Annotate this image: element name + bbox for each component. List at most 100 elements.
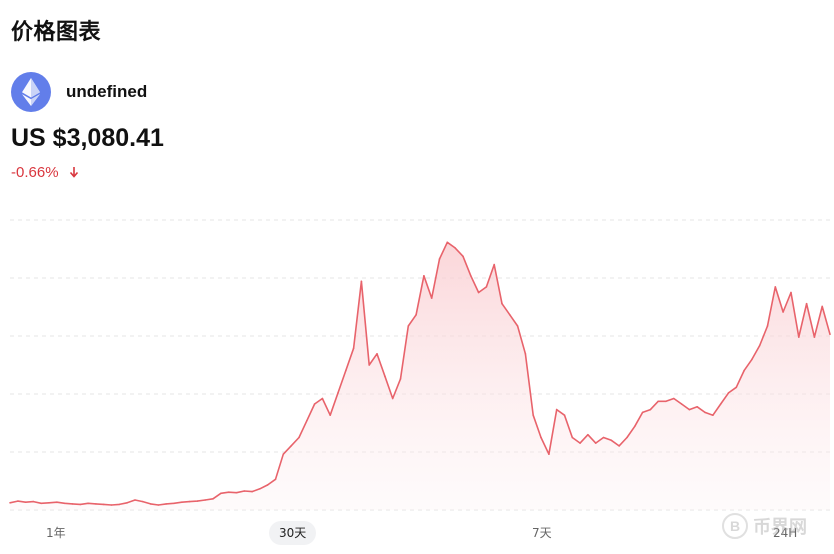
data-point <box>399 378 402 380</box>
data-point <box>71 503 74 505</box>
data-point <box>594 442 597 444</box>
data-point <box>571 436 574 439</box>
data-point <box>751 358 753 361</box>
data-point <box>188 500 191 503</box>
data-point <box>665 400 667 403</box>
data-point <box>704 411 706 414</box>
data-point <box>821 305 823 308</box>
current-price: US $3,080.41 <box>11 124 164 152</box>
data-point <box>696 406 698 408</box>
data-point <box>548 453 550 456</box>
data-point <box>805 302 808 305</box>
data-point <box>415 314 417 316</box>
time-range-tabs: 1年 30天 7天 24H <box>0 521 834 547</box>
data-point <box>360 280 363 283</box>
data-point <box>407 325 410 327</box>
data-point <box>345 369 347 372</box>
data-point <box>235 491 238 494</box>
data-point <box>719 403 722 405</box>
data-point <box>32 500 35 503</box>
data-point <box>454 247 456 249</box>
data-point <box>563 414 566 417</box>
data-point <box>688 408 691 411</box>
data-point <box>423 275 425 277</box>
data-point <box>24 501 27 504</box>
watermark-logo: B 币界网 <box>722 513 807 539</box>
data-point <box>142 500 144 503</box>
watermark-icon: B <box>722 513 748 539</box>
data-point <box>95 503 97 505</box>
ethereum-icon <box>11 72 51 112</box>
data-point <box>735 386 738 389</box>
tab-30d[interactable]: 30天 <box>269 521 317 545</box>
chart-area <box>10 242 830 511</box>
data-point <box>134 499 136 501</box>
data-point <box>493 263 496 266</box>
data-point <box>337 392 339 394</box>
data-point <box>430 297 433 299</box>
data-point <box>368 364 371 366</box>
arrow-down-icon <box>69 165 79 181</box>
tab-7d[interactable]: 7天 <box>532 526 552 540</box>
data-point <box>766 325 769 327</box>
data-point <box>782 311 784 313</box>
data-point <box>501 302 503 305</box>
tab-24h[interactable]: 24H <box>773 526 798 540</box>
data-point <box>743 369 745 372</box>
data-point <box>626 436 628 439</box>
data-point <box>774 286 777 288</box>
data-point <box>149 503 152 505</box>
data-point <box>618 445 620 447</box>
data-point <box>587 433 589 436</box>
data-point <box>282 453 285 456</box>
chart-line <box>9 241 831 506</box>
chart-points <box>9 241 831 506</box>
data-point <box>758 344 761 347</box>
data-point <box>555 408 558 411</box>
watermark-text: 币界网 <box>753 517 807 538</box>
data-point <box>829 333 831 336</box>
data-point <box>329 414 332 417</box>
data-point <box>438 258 441 260</box>
data-point <box>462 255 464 258</box>
data-point <box>259 488 261 490</box>
data-point <box>126 502 128 504</box>
data-point <box>220 492 222 495</box>
data-point <box>165 503 167 505</box>
data-point <box>63 502 66 505</box>
data-point <box>290 445 292 447</box>
data-point <box>524 353 527 355</box>
data-point <box>384 375 386 378</box>
data-point <box>266 484 269 486</box>
data-point <box>321 397 324 400</box>
data-point <box>173 502 175 505</box>
data-point <box>79 503 82 506</box>
price-change-percent: -0.66% <box>11 164 59 181</box>
data-point <box>87 502 89 505</box>
data-point <box>313 403 316 405</box>
data-point <box>470 275 472 277</box>
data-point <box>118 503 121 506</box>
data-point <box>790 291 792 294</box>
data-point <box>243 490 246 492</box>
data-point <box>579 442 581 444</box>
data-point <box>391 397 394 400</box>
data-point <box>673 397 675 400</box>
data-point <box>274 478 277 481</box>
data-point <box>17 500 19 502</box>
data-point <box>306 420 308 422</box>
data-point <box>540 436 542 439</box>
tab-1y[interactable]: 1年 <box>46 526 66 540</box>
data-point <box>56 501 58 504</box>
data-point <box>657 400 659 403</box>
coin-info: undefined <box>11 72 147 112</box>
data-point <box>9 502 11 504</box>
data-point <box>712 414 714 417</box>
data-point <box>602 436 605 439</box>
data-point <box>204 499 206 501</box>
data-point <box>727 392 730 394</box>
data-point <box>649 408 652 411</box>
data-point <box>610 439 613 442</box>
data-point <box>251 490 253 493</box>
data-point <box>298 436 300 439</box>
